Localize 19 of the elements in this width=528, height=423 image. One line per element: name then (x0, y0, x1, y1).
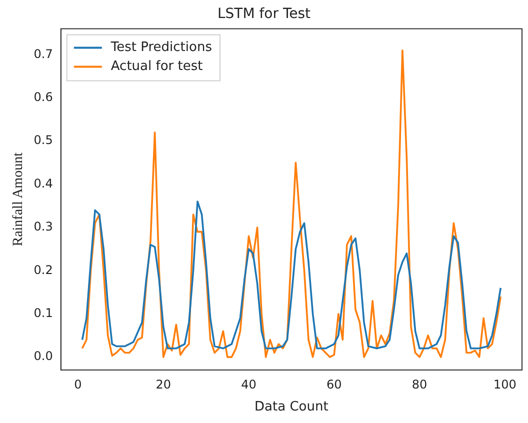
legend-label: Actual for test (110, 59, 203, 74)
chart-title: LSTM for Test (217, 6, 312, 22)
y-tick-label: 0.3 (34, 220, 53, 234)
x-tick-label: 0 (74, 377, 82, 392)
x-axis-title: Data Count (254, 400, 328, 415)
y-tick-label: 0.6 (34, 90, 53, 104)
x-tick-label: 60 (326, 377, 342, 392)
y-tick-label: 0.2 (34, 262, 53, 277)
y-tick-label: 0.5 (34, 133, 53, 148)
x-tick-label: 80 (412, 377, 428, 392)
y-tick-label: 0.0 (34, 349, 53, 364)
y-tick-label: 0.7 (34, 46, 53, 61)
legend-label: Test Predictions (110, 40, 212, 56)
x-tick-label: 20 (156, 377, 171, 392)
x-tick-label: 40 (241, 377, 256, 392)
y-axis-title: Rainfall Amount (11, 152, 26, 246)
x-tick-label: 100 (493, 377, 516, 392)
y-tick-label: 0.4 (34, 176, 53, 190)
y-tick-label: 0.1 (34, 306, 53, 320)
